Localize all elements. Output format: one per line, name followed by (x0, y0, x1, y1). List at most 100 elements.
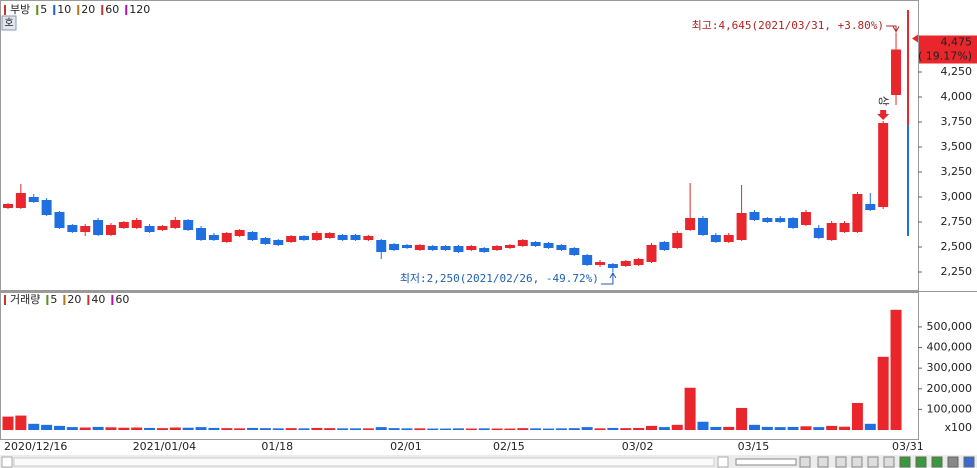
last-price-pointer (912, 34, 918, 43)
candle-body (389, 244, 400, 250)
volume-bar (118, 427, 130, 430)
candle-body (736, 213, 747, 240)
candle-body (479, 248, 490, 252)
volume-bar (388, 428, 400, 430)
candle-body (865, 204, 876, 210)
scroll-left[interactable] (1, 456, 13, 468)
candle-body (813, 228, 824, 238)
low-annotation: 최저:2,250(2021/02/26, -49.72%) (400, 272, 599, 285)
x-tick-label: 03/15 (738, 440, 770, 453)
candle-body (723, 235, 734, 242)
volume-bar (208, 427, 220, 430)
candle-body (144, 226, 155, 232)
y-tick-label: 4,250 (941, 65, 973, 78)
icon[interactable] (947, 456, 959, 468)
candle-body (247, 232, 258, 240)
volume-bar (517, 428, 529, 430)
candle-body (453, 246, 464, 252)
zoom-slider[interactable] (735, 458, 797, 466)
toolbar-button-label[interactable]: 호 (4, 17, 13, 29)
legend-marker (4, 295, 6, 305)
legend-item: 120 (129, 3, 150, 16)
y-tick-label: 3,000 (941, 190, 973, 203)
candle-body (800, 212, 811, 225)
y-tick-label: 200,000 (927, 382, 973, 395)
candle-body (762, 218, 773, 222)
icon[interactable] (963, 456, 975, 468)
toolbar-icons (799, 456, 975, 468)
x-tick-label: 02/15 (493, 440, 525, 453)
volume-bar (633, 427, 645, 430)
icon[interactable] (835, 456, 847, 468)
x-tick-label: 03/31 (892, 440, 924, 453)
legend-item: 5 (40, 3, 47, 16)
candle-body (788, 218, 799, 228)
icon[interactable] (899, 456, 911, 468)
volume-bar (427, 428, 439, 430)
toolbar-button[interactable] (1, 15, 17, 31)
legend-marker (101, 5, 104, 15)
candle-body (93, 220, 104, 235)
volume-bar (298, 428, 310, 430)
x-tick-label: 03/02 (622, 440, 654, 453)
candle-body (260, 238, 271, 244)
scroll-track[interactable] (13, 457, 715, 467)
change-label: ( 19.17%) (918, 50, 972, 63)
candle-body (80, 226, 91, 232)
icon[interactable] (799, 456, 811, 468)
candle-body (41, 200, 52, 215)
candle-body (234, 230, 245, 236)
volume-bar (156, 428, 168, 430)
candle-body (28, 197, 39, 202)
volume-bar (234, 428, 246, 430)
volume-bar (568, 428, 580, 430)
volume-bar (607, 427, 619, 430)
volume-bar (800, 426, 812, 430)
volume-bar (530, 428, 542, 430)
volume-bar (414, 428, 426, 430)
candle-body (569, 248, 580, 255)
candle-body (685, 218, 696, 230)
volume-bar (92, 426, 104, 430)
volume-bar (324, 428, 336, 430)
volume-bar (864, 423, 876, 430)
limit-up-label: 상 (877, 96, 890, 106)
volume-bar (349, 428, 361, 430)
candle-body (376, 240, 387, 252)
legend-marker (53, 5, 56, 15)
icon[interactable] (883, 456, 895, 468)
icon[interactable] (817, 456, 829, 468)
candle-body (878, 123, 889, 207)
candle-body (595, 262, 606, 265)
volume-bar (169, 427, 181, 430)
volume-bar (195, 427, 207, 430)
volume-bar (813, 427, 825, 430)
volume-bar (555, 428, 567, 430)
legend-marker (77, 5, 80, 15)
candle-body (3, 204, 13, 208)
icon[interactable] (851, 456, 863, 468)
candle-body (54, 212, 65, 228)
volume-bar (2, 416, 14, 430)
legend-item: 40 (91, 293, 105, 306)
scroll-right[interactable] (717, 456, 729, 468)
candle-body (607, 264, 618, 268)
icon[interactable] (931, 456, 943, 468)
candle-body (427, 246, 438, 250)
candle-body (337, 235, 348, 240)
legend-item: 20 (81, 3, 95, 16)
candle-body (414, 245, 425, 250)
volume-bar (41, 424, 53, 430)
candle-body (466, 246, 477, 250)
icon[interactable] (867, 456, 879, 468)
icon[interactable] (915, 456, 927, 468)
legend-item: 60 (105, 3, 119, 16)
volume-bar (375, 427, 387, 430)
volume-bar (890, 309, 902, 430)
volume-bar (440, 428, 452, 430)
x-tick-label: 01/18 (261, 440, 293, 453)
last-price-label: 4,475 (941, 36, 973, 49)
low-leader (600, 272, 617, 285)
volume-bar (851, 402, 863, 430)
